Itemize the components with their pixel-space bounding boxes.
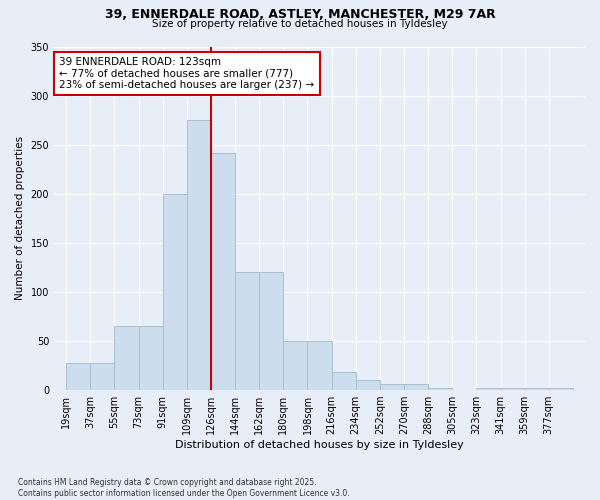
Bar — [187, 120, 211, 390]
X-axis label: Distribution of detached houses by size in Tyldesley: Distribution of detached houses by size … — [175, 440, 464, 450]
Text: Contains HM Land Registry data © Crown copyright and database right 2025.
Contai: Contains HM Land Registry data © Crown c… — [18, 478, 350, 498]
Bar — [524, 388, 549, 390]
Bar — [356, 380, 380, 390]
Bar — [211, 152, 235, 390]
Text: 39 ENNERDALE ROAD: 123sqm
← 77% of detached houses are smaller (777)
23% of semi: 39 ENNERDALE ROAD: 123sqm ← 77% of detac… — [59, 57, 314, 90]
Bar — [163, 194, 187, 390]
Bar — [307, 341, 332, 390]
Text: Size of property relative to detached houses in Tyldesley: Size of property relative to detached ho… — [152, 19, 448, 29]
Bar — [139, 326, 163, 390]
Bar — [332, 372, 356, 390]
Bar — [549, 388, 573, 390]
Bar — [404, 384, 428, 390]
Bar — [115, 326, 139, 390]
Bar — [66, 362, 90, 390]
Text: 39, ENNERDALE ROAD, ASTLEY, MANCHESTER, M29 7AR: 39, ENNERDALE ROAD, ASTLEY, MANCHESTER, … — [104, 8, 496, 20]
Bar — [380, 384, 404, 390]
Y-axis label: Number of detached properties: Number of detached properties — [15, 136, 25, 300]
Bar — [428, 388, 452, 390]
Bar — [235, 272, 259, 390]
Bar — [500, 388, 524, 390]
Bar — [259, 272, 283, 390]
Bar — [283, 341, 307, 390]
Bar — [90, 362, 115, 390]
Bar — [476, 388, 500, 390]
